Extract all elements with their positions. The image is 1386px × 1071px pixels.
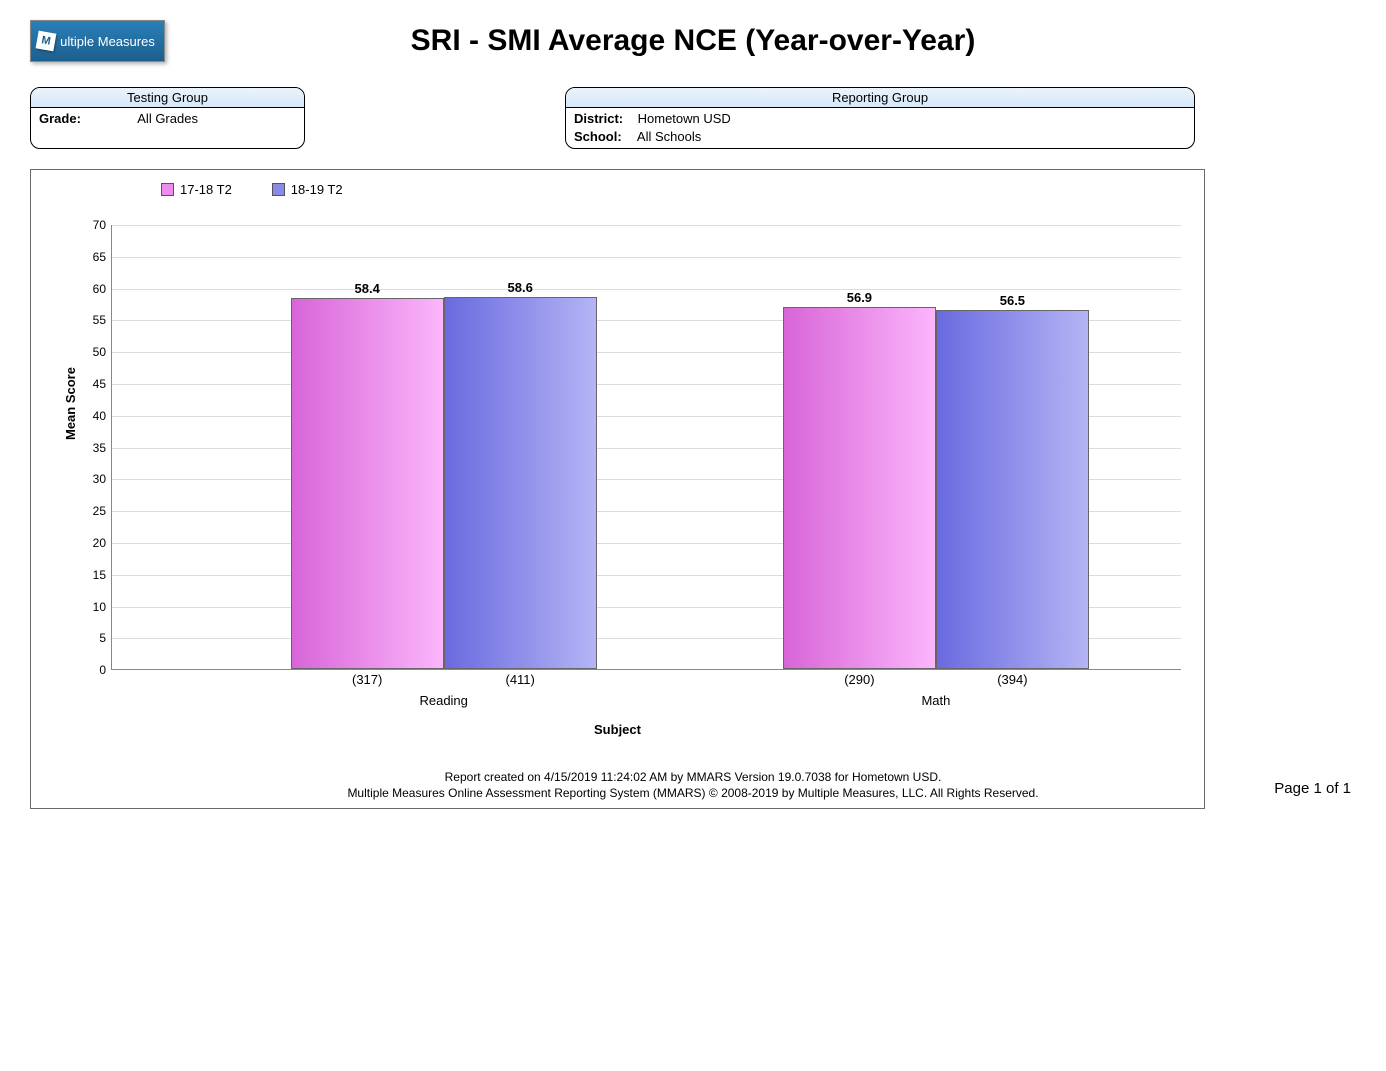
bar-value-label: 56.9: [784, 290, 935, 305]
bar-n-label: (317): [292, 672, 443, 687]
footer-line-1: Report created on 4/15/2019 11:24:02 AM …: [0, 769, 1386, 785]
groups-row: Testing Group Grade: All Grades Reportin…: [30, 87, 1356, 149]
chart-plot-area: 051015202530354045505560657058.4(317)58.…: [111, 225, 1181, 670]
legend-label-1: 17-18 T2: [180, 182, 232, 197]
grade-value: All Grades: [103, 110, 233, 128]
y-axis-label: Mean Score: [63, 367, 78, 440]
y-tick-label: 5: [99, 631, 112, 645]
legend-swatch-2: [272, 183, 285, 196]
chart-legend: 17-18 T2 18-19 T2: [161, 182, 343, 197]
page-title: SRI - SMI Average NCE (Year-over-Year): [165, 24, 1221, 58]
district-label: District:: [574, 110, 634, 128]
school-label: School:: [574, 128, 634, 146]
testing-group-body: Grade: All Grades: [31, 108, 304, 131]
x-axis-label: Subject: [31, 722, 1204, 737]
chart-bar: 56.5(394): [936, 310, 1089, 669]
bar-n-label: (411): [445, 672, 596, 687]
y-tick-label: 35: [93, 441, 112, 455]
reporting-group-box: Reporting Group District: Hometown USD S…: [565, 87, 1195, 149]
page-number: Page 1 of 1: [1274, 780, 1351, 797]
testing-group-box: Testing Group Grade: All Grades: [30, 87, 305, 149]
bar-n-label: (394): [937, 672, 1088, 687]
y-tick-label: 60: [93, 282, 112, 296]
reporting-group-body: District: Hometown USD School: All Schoo…: [566, 108, 1194, 148]
gridline: [112, 225, 1181, 226]
gridline: [112, 257, 1181, 258]
report-footer: Report created on 4/15/2019 11:24:02 AM …: [0, 769, 1386, 801]
y-tick-label: 45: [93, 377, 112, 391]
bar-value-label: 56.5: [937, 293, 1088, 308]
legend-item-1: 17-18 T2: [161, 182, 232, 197]
district-value: Hometown USD: [638, 111, 731, 126]
y-tick-label: 50: [93, 345, 112, 359]
legend-label-2: 18-19 T2: [291, 182, 343, 197]
logo-cube-icon: M: [36, 31, 57, 52]
gridline: [112, 289, 1181, 290]
chart-frame: 17-18 T2 18-19 T2 Mean Score 05101520253…: [30, 169, 1205, 809]
chart-bar: 56.9(290): [783, 307, 936, 669]
grade-label: Grade:: [39, 110, 99, 128]
y-tick-label: 30: [93, 472, 112, 486]
bar-value-label: 58.4: [292, 281, 443, 296]
category-label: Reading: [291, 693, 597, 708]
y-tick-label: 65: [93, 250, 112, 264]
school-value: All Schools: [637, 129, 701, 144]
y-tick-label: 25: [93, 504, 112, 518]
y-tick-label: 10: [93, 600, 112, 614]
legend-item-2: 18-19 T2: [272, 182, 343, 197]
logo-text: ultiple Measures: [60, 34, 155, 49]
header-row: M ultiple Measures SRI - SMI Average NCE…: [30, 20, 1356, 62]
chart-bar: 58.4(317): [291, 298, 444, 669]
y-tick-label: 55: [93, 313, 112, 327]
chart-bar: 58.6(411): [444, 297, 597, 670]
reporting-group-header: Reporting Group: [566, 88, 1194, 108]
y-tick-label: 70: [93, 218, 112, 232]
report-page: M ultiple Measures SRI - SMI Average NCE…: [0, 0, 1386, 819]
logo: M ultiple Measures: [30, 20, 165, 62]
y-tick-label: 0: [99, 663, 112, 677]
bar-n-label: (290): [784, 672, 935, 687]
y-tick-label: 40: [93, 409, 112, 423]
y-tick-label: 20: [93, 536, 112, 550]
footer-line-2: Multiple Measures Online Assessment Repo…: [0, 785, 1386, 801]
category-label: Math: [783, 693, 1089, 708]
y-tick-label: 15: [93, 568, 112, 582]
legend-swatch-1: [161, 183, 174, 196]
bar-value-label: 58.6: [445, 280, 596, 295]
testing-group-header: Testing Group: [31, 88, 304, 108]
